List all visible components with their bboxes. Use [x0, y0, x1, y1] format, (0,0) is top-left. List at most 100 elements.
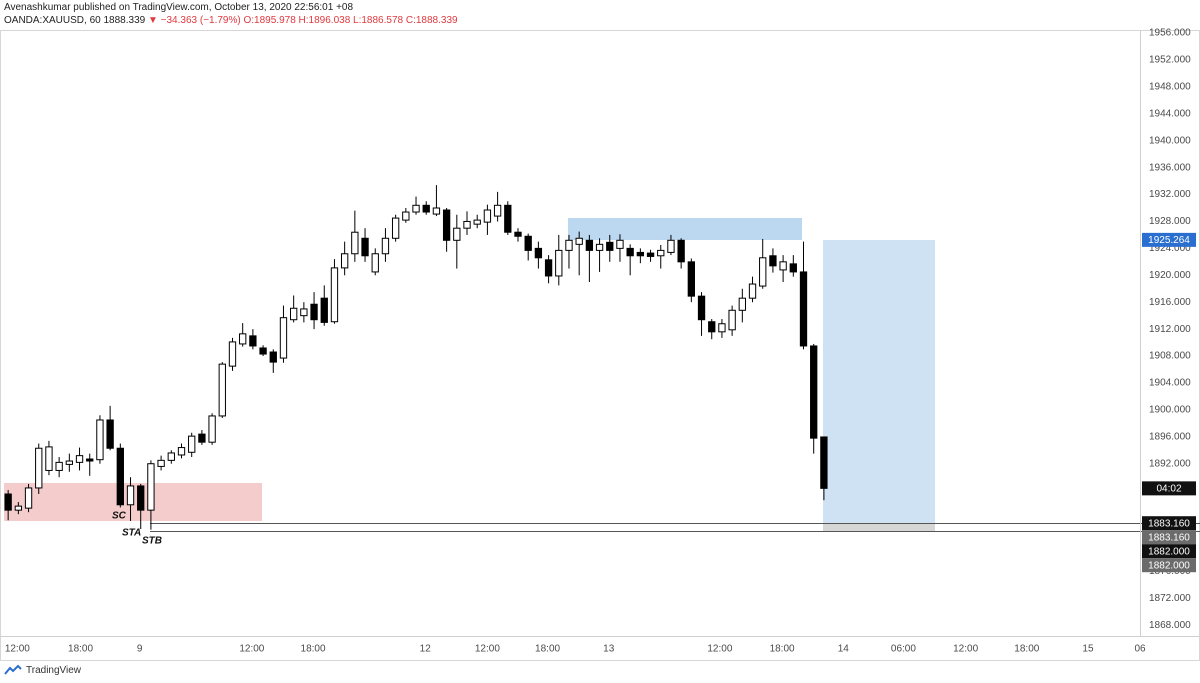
- y-tick-label: 1936.000: [1149, 162, 1191, 173]
- y-tick-label: 1916.000: [1149, 297, 1191, 308]
- candle-body-down: [116, 447, 124, 506]
- candle-body-down: [422, 204, 430, 213]
- x-tick-label: 18:00: [301, 644, 326, 655]
- candle-body-down: [769, 255, 777, 267]
- y-tick-label: 1952.000: [1149, 55, 1191, 66]
- candle-body-down: [198, 433, 206, 443]
- x-tick-label: 12:00: [5, 644, 30, 655]
- candle-body-up: [575, 237, 583, 245]
- y-tick-label: 1948.000: [1149, 82, 1191, 93]
- y-tick-label: 1872.000: [1149, 593, 1191, 604]
- candle-body-down: [534, 247, 543, 259]
- candle-body-up: [300, 308, 308, 317]
- candle-body-up: [759, 257, 767, 287]
- brand: TradingView: [26, 664, 82, 676]
- y-tick-label: 1944.000: [1149, 108, 1191, 119]
- price-label: 1925.264: [1148, 235, 1190, 246]
- last-price: 1888.339: [103, 15, 146, 26]
- y-tick-label: 1924.000: [1149, 243, 1191, 254]
- candle-body-down: [310, 303, 318, 321]
- x-tick-label: 14: [838, 644, 850, 655]
- price-labels: 04:02 1925.264 1883.160 1883.160 1882.000 188…: [1142, 232, 1196, 573]
- countdown-box: [1142, 481, 1196, 496]
- x-tick-label: 12:00: [707, 644, 732, 655]
- candles: [4, 185, 828, 530]
- candle-body-down: [646, 252, 655, 257]
- candle-body-up: [35, 447, 43, 489]
- price-label-box: [1142, 232, 1196, 247]
- candle-body-down: [106, 419, 114, 449]
- candle-body-up: [473, 219, 481, 225]
- x-tick-label: 18:00: [535, 644, 560, 655]
- candle-body-down: [269, 351, 277, 363]
- axes: 1956.000 1952.000 1948.000 1944.000 1940.000…: [5, 28, 1191, 655]
- x-tick-label: 13: [603, 644, 615, 655]
- price-label: 1882.000: [1148, 560, 1190, 571]
- candle-body-up: [555, 249, 563, 277]
- candle-body-up: [453, 227, 461, 241]
- annotation: STB: [142, 536, 162, 547]
- y-tick-label: 1892.000: [1149, 458, 1191, 469]
- x-tick-label: 18:00: [770, 644, 795, 655]
- x-tick-label: 12: [420, 644, 432, 655]
- candle-body-up: [126, 485, 135, 506]
- candle-body-down: [789, 263, 797, 273]
- candle-body-down: [687, 261, 696, 297]
- candle-body-up: [218, 363, 226, 417]
- candle-body-up: [177, 447, 186, 456]
- x-tick-label: 9: [137, 644, 143, 655]
- x-tick-label: 18:00: [68, 644, 93, 655]
- candle-body-up: [371, 253, 379, 273]
- annotation: STA: [122, 528, 141, 539]
- candle-body-down: [249, 335, 257, 347]
- y-tick-label: 1904.000: [1149, 378, 1191, 389]
- x-tick-label: 06: [1134, 644, 1146, 655]
- x-tick-label: 12:00: [475, 644, 500, 655]
- price-label-box: [1142, 558, 1196, 573]
- candle-body-up: [565, 239, 573, 251]
- price-label: 1883.160: [1148, 532, 1190, 543]
- price-label: 1882.000: [1148, 546, 1190, 557]
- candle-body-down: [697, 295, 706, 321]
- candle-body-up: [728, 309, 736, 331]
- candle-body-down: [708, 321, 716, 333]
- candle-body-up: [279, 317, 288, 359]
- candle-body-up: [351, 231, 359, 255]
- candle-body-up: [493, 204, 502, 217]
- candle-body-up: [667, 239, 675, 253]
- candle-body-down: [320, 297, 328, 323]
- candle-body-down: [442, 209, 451, 241]
- candle-body-down: [606, 241, 614, 251]
- y-tick-label: 1932.000: [1149, 189, 1191, 200]
- candle-body-up: [55, 461, 63, 471]
- candle-body-up: [228, 341, 237, 367]
- candle-body-down: [677, 239, 685, 263]
- price-label: 1883.160: [1148, 518, 1190, 529]
- candle-body-down: [137, 485, 145, 511]
- level-lines: [150, 523, 1200, 532]
- x-tick-label: 15: [1082, 644, 1094, 655]
- candle-body-up: [463, 220, 471, 229]
- candle-body-up: [657, 249, 665, 257]
- y-tick-label: 1912.000: [1149, 324, 1191, 335]
- publish-info: Avenashkumar published on TradingView.co…: [4, 2, 354, 13]
- symbol: OANDA:XAUUSD, 60: [4, 15, 101, 26]
- candle-body-up: [391, 217, 400, 239]
- y-tick-label: 1900.000: [1149, 405, 1191, 416]
- candle-body-up: [340, 253, 349, 269]
- price-label-box: [1142, 516, 1196, 531]
- candle-body-up: [75, 455, 84, 463]
- candle-body-up: [45, 446, 53, 471]
- symbol-line: OANDA:XAUUSD, 60 1888.339 ▼ −34.363 (−1.…: [4, 15, 458, 26]
- candle-body-up: [483, 209, 492, 223]
- candle-body-down: [544, 259, 553, 277]
- candle-body-up: [330, 267, 339, 323]
- candle-body-up: [616, 239, 624, 249]
- candle-body-up: [239, 333, 247, 345]
- y-tick-label: 1896.000: [1149, 431, 1191, 442]
- candle-body-down: [514, 231, 522, 237]
- candle-body-up: [290, 307, 298, 321]
- logo: [4, 664, 22, 675]
- x-tick-label: 12:00: [239, 644, 264, 655]
- candle-body-up: [157, 459, 165, 467]
